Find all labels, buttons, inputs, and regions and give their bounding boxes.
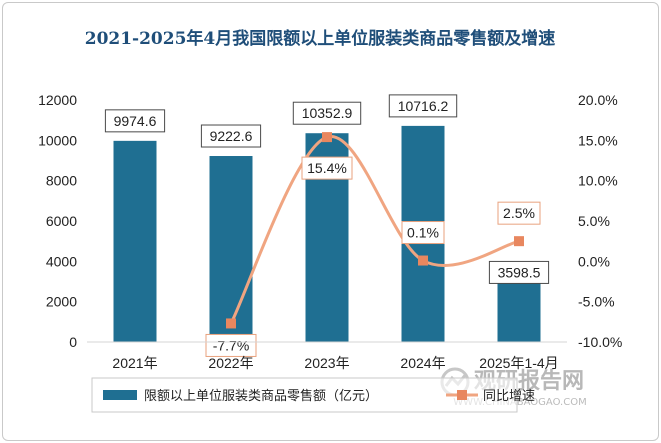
bar-value-label-2: 10352.9 bbox=[292, 101, 362, 125]
growth-value-label-3: 0.1% bbox=[401, 221, 445, 245]
chart-title: 2021-2025年4月我国限额以上单位服装类商品零售额及增速 bbox=[84, 29, 556, 49]
y-left-tick-label-2: 4000 bbox=[46, 253, 77, 269]
growth-point-3 bbox=[418, 255, 428, 266]
svg-text:2.5%: 2.5% bbox=[503, 205, 535, 221]
y-left-tick-label-6: 12000 bbox=[38, 92, 77, 108]
y-right-tick-label-3: 5.0% bbox=[578, 213, 610, 229]
svg-text:10716.2: 10716.2 bbox=[398, 98, 449, 114]
growth-value-label-1: -7.7% bbox=[205, 333, 257, 357]
axes-layer: 2021年 2022年 2023年 2024年 2025年1-4月 0 2000 4000 60… bbox=[38, 92, 622, 371]
y-right-tick-label-4: 10.0% bbox=[578, 173, 618, 189]
bar-1 bbox=[209, 156, 253, 342]
growth-value-label-4: 2.5% bbox=[497, 201, 541, 225]
legend-label-bar: 限额以上单位服装类商品零售额（亿元） bbox=[144, 388, 378, 404]
growth-point-2 bbox=[322, 132, 332, 143]
y-left-tick-label-5: 10000 bbox=[38, 132, 77, 148]
svg-text:15.4%: 15.4% bbox=[307, 160, 347, 176]
svg-text:3598.5: 3598.5 bbox=[498, 264, 541, 280]
legend-swatch-marker bbox=[457, 390, 467, 400]
y-right-tick-label-6: 20.0% bbox=[578, 92, 618, 108]
growth-point-1 bbox=[226, 318, 236, 329]
svg-text:10352.9: 10352.9 bbox=[302, 105, 353, 121]
legend: 限额以上单位服装类商品零售额（亿元） 同比增速 bbox=[91, 377, 535, 413]
bar-value-label-4: 3598.5 bbox=[488, 260, 550, 284]
x-tick-label-1: 2022年 bbox=[208, 355, 253, 371]
bar-value-label-0: 9974.6 bbox=[104, 109, 166, 133]
legend-swatch-bar bbox=[103, 390, 137, 400]
y-left-tick-label-3: 6000 bbox=[46, 213, 77, 229]
growth-value-label-2: 15.4% bbox=[301, 156, 353, 180]
svg-text:0.1%: 0.1% bbox=[407, 225, 439, 241]
x-tick-label-2: 2023年 bbox=[304, 355, 349, 371]
y-right-tick-label-2: 0.0% bbox=[578, 253, 610, 269]
y-right-tick-label-1: -5.0% bbox=[578, 294, 615, 310]
y-left-tick-label-4: 8000 bbox=[46, 173, 77, 189]
bar-value-label-1: 9222.6 bbox=[200, 124, 262, 148]
svg-text:-7.7%: -7.7% bbox=[213, 337, 250, 353]
svg-text:9222.6: 9222.6 bbox=[210, 128, 253, 144]
y-right-tick-label-5: 15.0% bbox=[578, 132, 618, 148]
growth-line bbox=[229, 135, 520, 325]
y-left-tick-label-0: 0 bbox=[69, 334, 77, 350]
x-tick-label-3: 2024年 bbox=[400, 355, 445, 371]
labels-layer: 9974.6 9222.6 10352.9 10716.2 3598.5 -7.7% 15.… bbox=[104, 94, 550, 357]
watermark-subtext: WWW.CHINABAOGAO.COM bbox=[453, 397, 586, 408]
svg-text:9974.6: 9974.6 bbox=[114, 113, 157, 129]
legend-label-line: 同比增速 bbox=[483, 389, 535, 404]
bar-0 bbox=[113, 140, 157, 342]
bar-value-label-3: 10716.2 bbox=[388, 94, 458, 118]
y-right-tick-label-0: -10.0% bbox=[578, 334, 622, 350]
growth-point-4 bbox=[514, 236, 524, 247]
x-tick-label-4: 2025年1-4月 bbox=[479, 355, 558, 371]
x-tick-label-0: 2021年 bbox=[112, 355, 157, 371]
y-left-tick-label-1: 2000 bbox=[46, 294, 77, 310]
line-layer bbox=[226, 132, 524, 329]
